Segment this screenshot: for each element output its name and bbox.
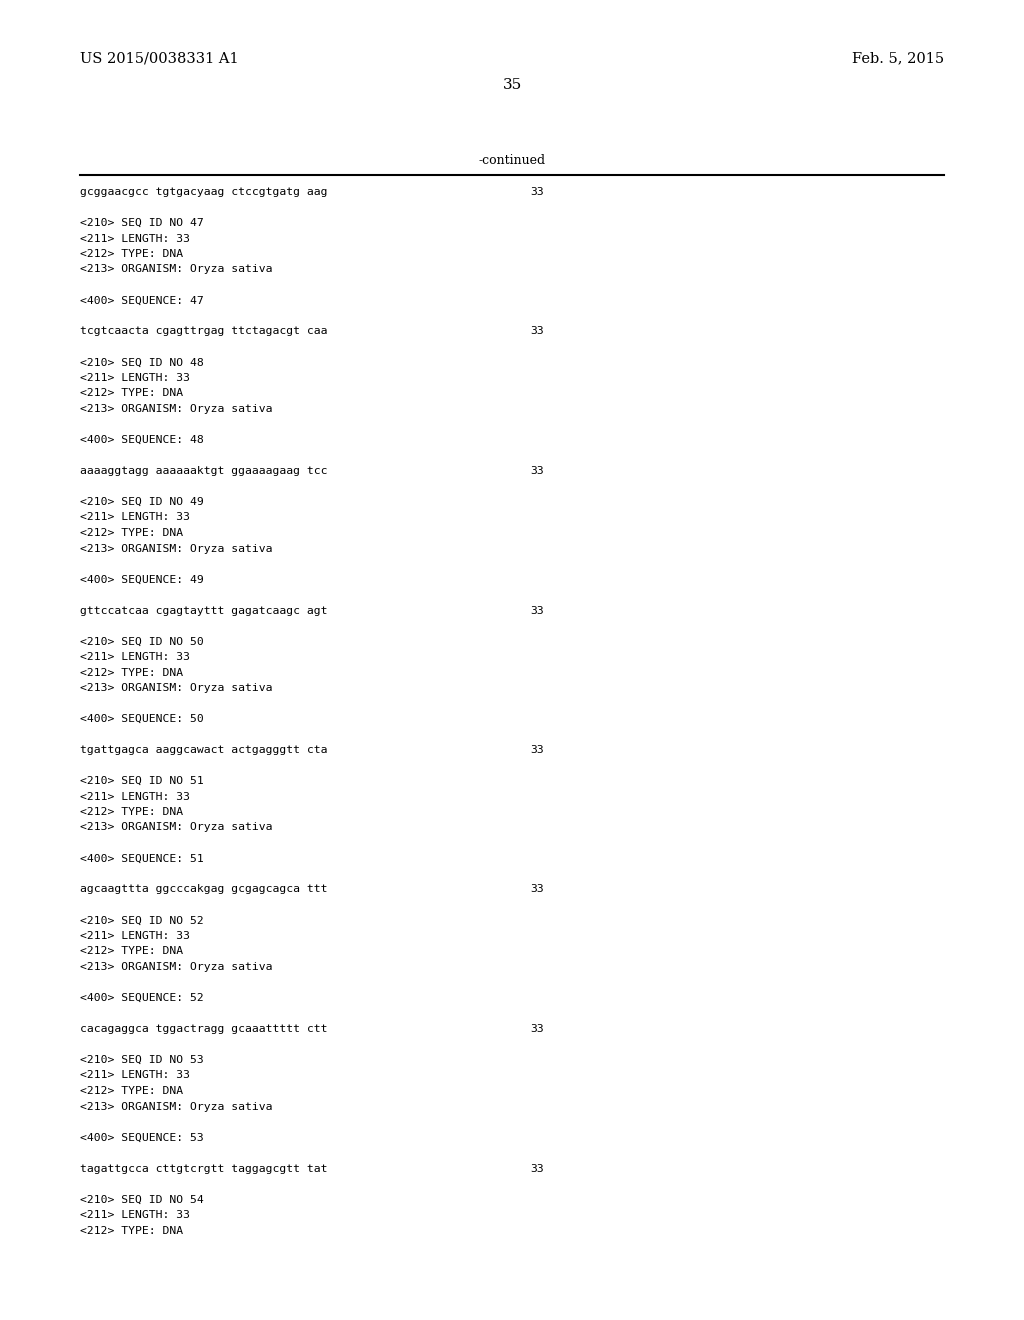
Text: <213> ORGANISM: Oryza sativa: <213> ORGANISM: Oryza sativa — [80, 1101, 272, 1111]
Text: <211> LENGTH: 33: <211> LENGTH: 33 — [80, 652, 190, 663]
Text: <211> LENGTH: 33: <211> LENGTH: 33 — [80, 512, 190, 523]
Text: 33: 33 — [530, 1024, 544, 1034]
Text: <210> SEQ ID NO 48: <210> SEQ ID NO 48 — [80, 358, 204, 367]
Text: <212> TYPE: DNA: <212> TYPE: DNA — [80, 668, 183, 677]
Text: cacagaggca tggactragg gcaaattttt ctt: cacagaggca tggactragg gcaaattttt ctt — [80, 1024, 328, 1034]
Text: 33: 33 — [530, 187, 544, 197]
Text: <210> SEQ ID NO 47: <210> SEQ ID NO 47 — [80, 218, 204, 228]
Text: <400> SEQUENCE: 49: <400> SEQUENCE: 49 — [80, 574, 204, 585]
Text: <212> TYPE: DNA: <212> TYPE: DNA — [80, 528, 183, 539]
Text: 33: 33 — [530, 606, 544, 615]
Text: <213> ORGANISM: Oryza sativa: <213> ORGANISM: Oryza sativa — [80, 264, 272, 275]
Text: <210> SEQ ID NO 53: <210> SEQ ID NO 53 — [80, 1055, 204, 1065]
Text: <213> ORGANISM: Oryza sativa: <213> ORGANISM: Oryza sativa — [80, 544, 272, 553]
Text: 33: 33 — [530, 744, 544, 755]
Text: <212> TYPE: DNA: <212> TYPE: DNA — [80, 249, 183, 259]
Text: agcaagttta ggcccakgag gcgagcagca ttt: agcaagttta ggcccakgag gcgagcagca ttt — [80, 884, 328, 895]
Text: <400> SEQUENCE: 48: <400> SEQUENCE: 48 — [80, 436, 204, 445]
Text: <212> TYPE: DNA: <212> TYPE: DNA — [80, 946, 183, 957]
Text: <400> SEQUENCE: 51: <400> SEQUENCE: 51 — [80, 854, 204, 863]
Text: <211> LENGTH: 33: <211> LENGTH: 33 — [80, 234, 190, 243]
Text: US 2015/0038331 A1: US 2015/0038331 A1 — [80, 51, 239, 65]
Text: <213> ORGANISM: Oryza sativa: <213> ORGANISM: Oryza sativa — [80, 962, 272, 972]
Text: 33: 33 — [530, 884, 544, 895]
Text: -continued: -continued — [478, 153, 546, 166]
Text: tcgtcaacta cgagttrgag ttctagacgt caa: tcgtcaacta cgagttrgag ttctagacgt caa — [80, 326, 328, 337]
Text: Feb. 5, 2015: Feb. 5, 2015 — [852, 51, 944, 65]
Text: <400> SEQUENCE: 53: <400> SEQUENCE: 53 — [80, 1133, 204, 1143]
Text: <400> SEQUENCE: 50: <400> SEQUENCE: 50 — [80, 714, 204, 723]
Text: <211> LENGTH: 33: <211> LENGTH: 33 — [80, 1071, 190, 1081]
Text: 33: 33 — [530, 466, 544, 477]
Text: gcggaacgcc tgtgacyaag ctccgtgatg aag: gcggaacgcc tgtgacyaag ctccgtgatg aag — [80, 187, 328, 197]
Text: <400> SEQUENCE: 47: <400> SEQUENCE: 47 — [80, 296, 204, 305]
Text: gttccatcaa cgagtayttt gagatcaagc agt: gttccatcaa cgagtayttt gagatcaagc agt — [80, 606, 328, 615]
Text: <210> SEQ ID NO 52: <210> SEQ ID NO 52 — [80, 916, 204, 925]
Text: tagattgcca cttgtcrgtt taggagcgtt tat: tagattgcca cttgtcrgtt taggagcgtt tat — [80, 1163, 328, 1173]
Text: tgattgagca aaggcawact actgagggtt cta: tgattgagca aaggcawact actgagggtt cta — [80, 744, 328, 755]
Text: <210> SEQ ID NO 51: <210> SEQ ID NO 51 — [80, 776, 204, 785]
Text: <212> TYPE: DNA: <212> TYPE: DNA — [80, 807, 183, 817]
Text: <212> TYPE: DNA: <212> TYPE: DNA — [80, 388, 183, 399]
Text: <211> LENGTH: 33: <211> LENGTH: 33 — [80, 792, 190, 801]
Text: <213> ORGANISM: Oryza sativa: <213> ORGANISM: Oryza sativa — [80, 682, 272, 693]
Text: <213> ORGANISM: Oryza sativa: <213> ORGANISM: Oryza sativa — [80, 822, 272, 833]
Text: <400> SEQUENCE: 52: <400> SEQUENCE: 52 — [80, 993, 204, 1003]
Text: 33: 33 — [530, 1163, 544, 1173]
Text: <211> LENGTH: 33: <211> LENGTH: 33 — [80, 374, 190, 383]
Text: <213> ORGANISM: Oryza sativa: <213> ORGANISM: Oryza sativa — [80, 404, 272, 414]
Text: aaaaggtagg aaaaaaktgt ggaaaagaag tcc: aaaaggtagg aaaaaaktgt ggaaaagaag tcc — [80, 466, 328, 477]
Text: <212> TYPE: DNA: <212> TYPE: DNA — [80, 1086, 183, 1096]
Text: <210> SEQ ID NO 50: <210> SEQ ID NO 50 — [80, 636, 204, 647]
Text: 35: 35 — [503, 78, 521, 92]
Text: <211> LENGTH: 33: <211> LENGTH: 33 — [80, 931, 190, 941]
Text: <212> TYPE: DNA: <212> TYPE: DNA — [80, 1225, 183, 1236]
Text: 33: 33 — [530, 326, 544, 337]
Text: <210> SEQ ID NO 49: <210> SEQ ID NO 49 — [80, 498, 204, 507]
Text: <210> SEQ ID NO 54: <210> SEQ ID NO 54 — [80, 1195, 204, 1204]
Text: <211> LENGTH: 33: <211> LENGTH: 33 — [80, 1210, 190, 1220]
